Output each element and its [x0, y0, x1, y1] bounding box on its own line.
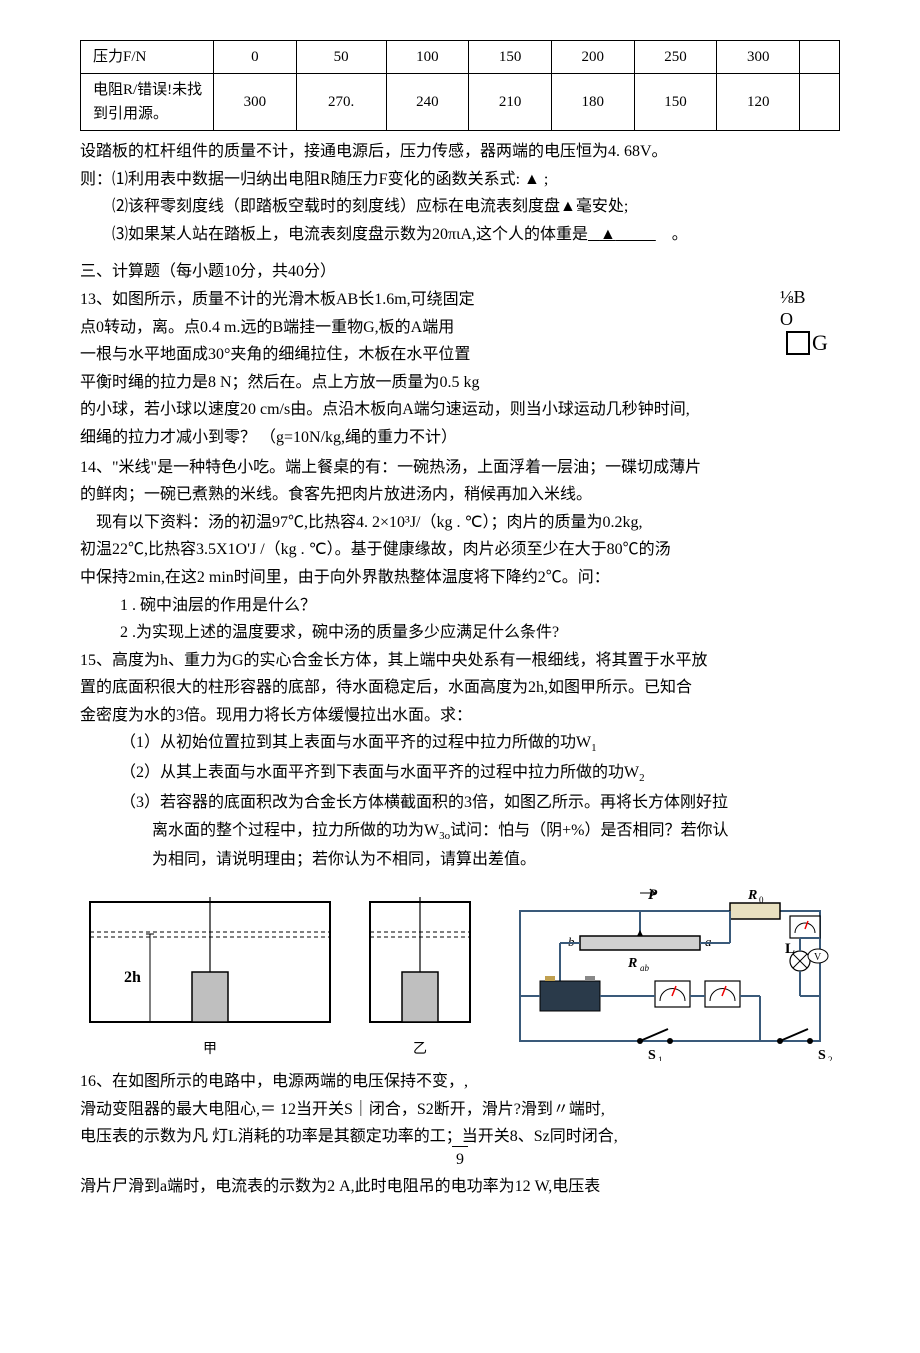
table-cell: 0 [214, 41, 297, 74]
paragraph: 的小球，若小球以速度20 cm/s由。点沿木板向A端匀速运动，则当小球运动几秒钟… [80, 397, 840, 423]
diagram-row: 2h 甲 乙 R 0 [80, 881, 840, 1061]
sub-question: （2）从其上表面与水面平齐到下表面与水面平齐的过程中拉力所做的功W2 [80, 760, 840, 788]
text: ⑶如果某人站在踏板上，电流表刻度盘示数为20πιA,这个人的体重是 [112, 226, 588, 243]
table-cell: 150 [469, 41, 552, 74]
sub-question: 2 .为实现上述的温度要求，碗中汤的质量多少应满足什么条件? [80, 620, 840, 646]
table-cell: 电阻R/错误!未找到引用源。 [81, 74, 214, 131]
paragraph: 滑动变阻器的最大电阻心,＝ 12当开关S｜闭合，S2断开，滑片?滑到〃端时, [80, 1097, 840, 1123]
paragraph: 点0转动，离。点0.4 m.远的B端挂一重物G,板的A端用 [80, 315, 840, 341]
svg-text:2h: 2h [124, 969, 141, 986]
svg-text:L: L [785, 941, 795, 957]
diagram-甲: 2h [80, 887, 340, 1037]
paragraph: 平衡时绳的拉力是8 N；然后在。点上方放一质量为0.5 kg [80, 370, 840, 396]
table-cell: 180 [551, 74, 634, 131]
table-cell: 250 [634, 41, 717, 74]
question-13: ⅛B O G 13、如图所示，质量不计的光滑木板AB长1.6m,可绕固定 点0转… [80, 287, 840, 453]
paragraph: 16、在如图所示的电路中，电源两端的电压保持不变，, [80, 1069, 840, 1095]
svg-text:2: 2 [828, 1055, 833, 1061]
text: 。 [672, 226, 688, 243]
table-row: 电阻R/错误!未找到引用源。 300 270. 240 210 180 150 … [81, 74, 840, 131]
paragraph: 14、"米线"是一种特色小吃。端上餐桌的有：一碗热汤，上面浮着一层油；一碟切成薄… [80, 455, 840, 481]
square-icon [786, 331, 810, 355]
blank-underline: ▲ [588, 226, 656, 243]
diagram-乙-wrapper: 乙 [355, 887, 485, 1061]
table-cell: 50 [296, 41, 386, 74]
paragraph: 置的底面积很大的柱形容器的底部，待水面稳定后，水面高度为2h,如图甲所示。已知合 [80, 675, 840, 701]
sub-question: （1）从初始位置拉到其上表面与水面平齐的过程中拉力所做的功W1 [80, 730, 840, 758]
svg-text:b: b [568, 934, 575, 949]
diagram-乙 [355, 887, 485, 1037]
table-cell: 210 [469, 74, 552, 131]
svg-text:1: 1 [658, 1055, 663, 1061]
paragraph: 滑片尸滑到a端时，电流表的示数为2 A,此时电阻吊的电功率为12 W,电压表 [80, 1174, 840, 1200]
paragraph: 的鲜肉；一碗已煮熟的米线。食客先把肉片放进汤内，稍候再加入米线。 [80, 482, 840, 508]
svg-text:S: S [648, 1048, 656, 1061]
paragraph: 15、高度为h、重力为G的实心合金长方体，其上端中央处系有一根细线，将其置于水平… [80, 648, 840, 674]
circuit-diagram: R 0 b a R ab P [500, 881, 840, 1061]
paragraph: 现有以下资料：汤的初温97℃,比热容4. 2×10³J/（kg . ℃）；肉片的… [80, 510, 840, 536]
svg-text:0: 0 [759, 895, 764, 905]
figure-label: G [812, 330, 828, 356]
paragraph: 则：⑴利用表中数据一归纳出电阻R随压力F变化的函数关系式: ▲ ; [80, 167, 840, 193]
sub-question: 1 . 碗中油层的作用是什么？ [80, 593, 840, 619]
paragraph: 中保持2min,在这2 min时间里，由于向外界散热整体温度将下降约2℃。问： [80, 565, 840, 591]
table-cell: 120 [717, 74, 800, 131]
table-cell [800, 74, 840, 131]
paragraph: ⑵该秤零刻度线（即踏板空载时的刻度线）应标在电流表刻度盘▲毫安处; [80, 194, 840, 220]
paragraph: ⑶如果某人站在踏板上，电流表刻度盘示数为20πιA,这个人的体重是 ▲ 。 [80, 222, 840, 248]
table-cell [800, 41, 840, 74]
figure-label: O [780, 309, 840, 331]
table-cell: 200 [551, 41, 634, 74]
paragraph: 细绳的拉力才减小到零？ （g=10N/kg,绳的重力不计） [80, 425, 840, 451]
diagram-label: 乙 [355, 1039, 485, 1061]
diagram-label: 甲 [80, 1039, 340, 1061]
table-cell: 270. [296, 74, 386, 131]
figure-label: ⅛B [780, 287, 840, 309]
svg-text:R: R [627, 956, 637, 971]
table-cell: 100 [386, 41, 469, 74]
table-cell: 压力F/N [81, 41, 214, 74]
svg-text:V: V [814, 952, 822, 963]
sub-question: （3）若容器的底面积改为合金长方体横截面积的3倍，如图乙所示。再将长方体刚好拉 [80, 790, 840, 816]
sub-question: 离水面的整个过程中，拉力所做的功为W3o试问：怕与（阴+%）是否相同？若你认 [80, 818, 840, 846]
svg-text:a: a [705, 934, 712, 949]
data-table: 压力F/N 0 50 100 150 200 250 300 电阻R/错误!未找… [80, 40, 840, 131]
table-cell: 150 [634, 74, 717, 131]
figure-weight: G [786, 330, 840, 356]
paragraph: 设踏板的杠杆组件的质量不计，接通电源后，压力传感，器两端的电压恒为4. 68V。 [80, 139, 840, 165]
paragraph: 金密度为水的3倍。现用力将长方体缓慢拉出水面。求： [80, 703, 840, 729]
table-cell: 300 [214, 74, 297, 131]
figure-13: ⅛B O G [740, 287, 840, 357]
sub-question: 为相同，请说明理由；若你认为不相同，请算出差值。 [80, 847, 840, 873]
table-cell: 240 [386, 74, 469, 131]
diagram-甲-wrapper: 2h 甲 [80, 887, 340, 1061]
section-heading: 三、计算题（每小题10分，共40分） [80, 259, 840, 285]
paragraph: 初温22℃,比热容3.5X1O'J /（kg . ℃）。基于健康缘故，肉片必须至… [80, 537, 840, 563]
table-row: 压力F/N 0 50 100 150 200 250 300 [81, 41, 840, 74]
table-cell: 300 [717, 41, 800, 74]
svg-text:S: S [818, 1048, 826, 1061]
paragraph: 一根与水平地面成30°夹角的细绳拉住，木板在水平位置 [80, 342, 840, 368]
svg-text:R: R [747, 888, 757, 903]
svg-text:ab: ab [640, 963, 650, 973]
paragraph: 13、如图所示，质量不计的光滑木板AB长1.6m,可绕固定 [80, 287, 840, 313]
